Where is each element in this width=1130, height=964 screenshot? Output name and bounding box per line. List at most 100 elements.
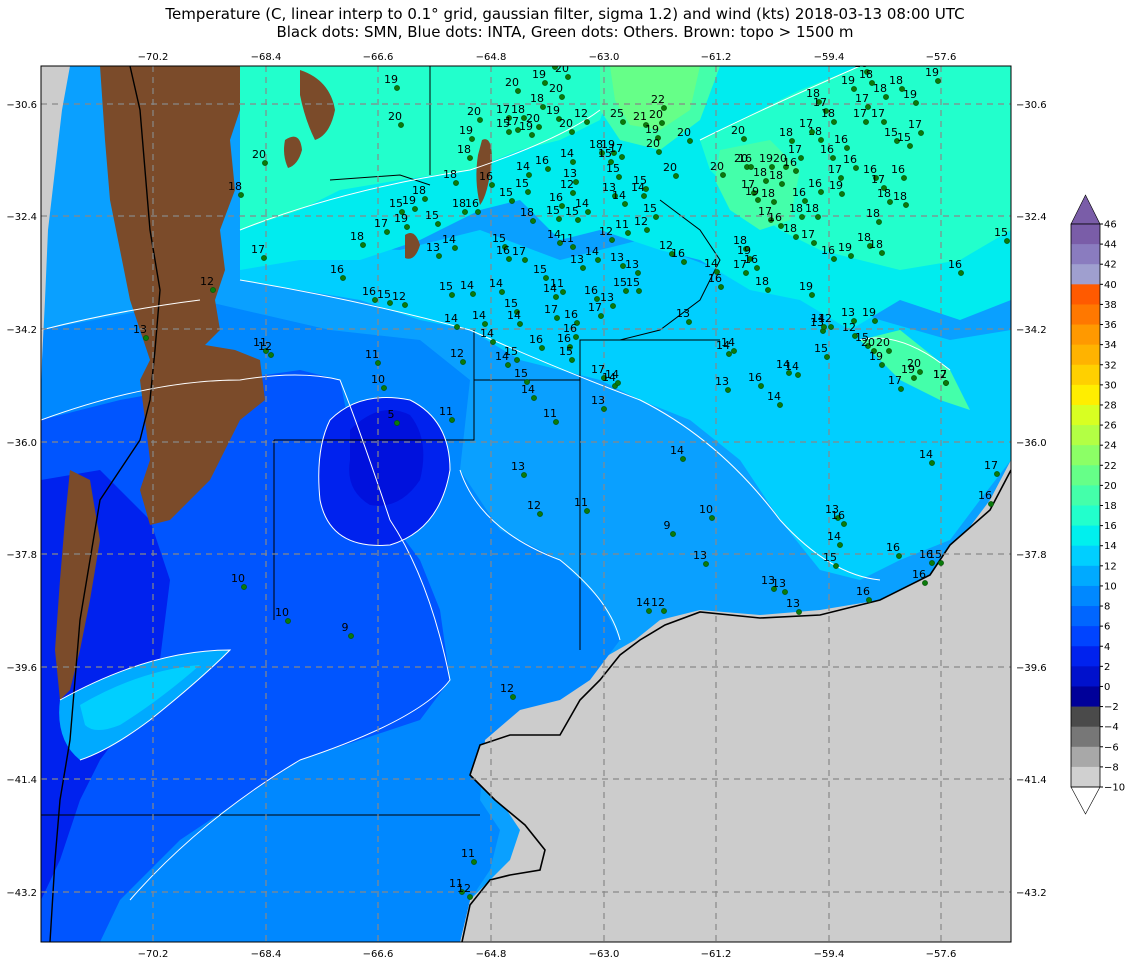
station-temp-label: 15 — [499, 186, 513, 199]
zone-14c — [240, 230, 1011, 580]
station-marker — [575, 217, 581, 223]
station-temp-label: 17 — [788, 143, 802, 156]
colorbar-label: 26 — [1104, 421, 1117, 432]
colorbar-bin — [1071, 264, 1100, 285]
station-temp-label: 19 — [829, 179, 843, 192]
station-marker — [573, 179, 579, 185]
station-temp-label: 12 — [500, 682, 514, 695]
station-marker — [372, 297, 378, 303]
station-marker — [851, 318, 857, 324]
station-temp-label: 19 — [838, 241, 852, 254]
colorbar-bin — [1071, 304, 1100, 326]
station-marker — [687, 138, 693, 144]
station-temp-label: 20 — [649, 108, 663, 121]
station-temp-label: 16 — [549, 191, 563, 204]
lon-tick: −64.8 — [476, 52, 507, 63]
station-temp-label: 18 — [520, 206, 534, 219]
lon-tick: −59.4 — [814, 52, 845, 63]
station-marker — [598, 313, 604, 319]
colorbar-label: −6 — [1104, 742, 1119, 753]
station-marker — [539, 345, 545, 351]
station-temp-label: 16 — [584, 284, 598, 297]
station-temp-label: 14 — [489, 277, 503, 290]
station-marker — [763, 178, 769, 184]
station-marker — [929, 560, 935, 566]
station-marker — [402, 302, 408, 308]
station-marker — [731, 348, 737, 354]
station-temp-label: 16 — [748, 371, 762, 384]
colorbar-bin — [1071, 244, 1100, 265]
station-marker — [210, 287, 216, 293]
station-temp-label: 11 — [550, 277, 564, 290]
station-marker — [510, 694, 516, 700]
station-marker — [833, 563, 839, 569]
colorbar-label: 34 — [1104, 340, 1117, 351]
station-marker — [422, 196, 428, 202]
station-temp-label: 13 — [786, 597, 800, 610]
station-marker — [387, 300, 393, 306]
station-temp-label: 17 — [512, 245, 526, 258]
topo-sierra-3 — [476, 139, 492, 205]
station-temp-label: 17 — [813, 96, 827, 109]
station-temp-label: 16 — [465, 197, 479, 210]
colorbar-bin — [1071, 284, 1100, 305]
colorbar-label: 40 — [1104, 280, 1117, 291]
station-marker — [887, 199, 893, 205]
station-marker — [899, 86, 905, 92]
station-temp-label: 20 — [710, 160, 724, 173]
station-marker — [795, 372, 801, 378]
station-marker — [515, 127, 521, 133]
station-marker — [938, 560, 944, 566]
station-marker — [560, 289, 566, 295]
colorbar-bin — [1071, 445, 1100, 466]
station-marker — [743, 246, 749, 252]
station-marker — [502, 244, 508, 250]
lat-tick: −43.2 — [1016, 888, 1047, 899]
station-marker — [610, 303, 616, 309]
lon-tick: −61.2 — [701, 52, 732, 63]
station-marker — [871, 348, 877, 354]
station-marker — [540, 104, 546, 110]
station-marker — [261, 255, 267, 261]
station-temp-label: 15 — [504, 297, 518, 310]
station-marker — [673, 173, 679, 179]
station-temp-label: 18 — [821, 107, 835, 120]
station-marker — [460, 359, 466, 365]
station-marker — [384, 229, 390, 235]
station-temp-label: 16 — [886, 541, 900, 554]
colorbar-bin — [1071, 585, 1100, 607]
station-marker — [670, 531, 676, 537]
colorbar-label: 4 — [1104, 642, 1110, 653]
station-marker — [918, 130, 924, 136]
station-marker — [623, 288, 629, 294]
station-temp-label: 20 — [731, 124, 745, 137]
station-temp-label: 16 — [330, 263, 344, 276]
station-marker — [831, 256, 837, 262]
station-marker — [853, 165, 859, 171]
zone-22c-north — [610, 66, 700, 130]
colorbar-label: 32 — [1104, 360, 1117, 371]
station-marker — [490, 339, 496, 345]
station-temp-label: 20 — [861, 336, 875, 349]
station-marker — [783, 164, 789, 170]
station-temp-label: 19 — [862, 306, 876, 319]
station-temp-label: 10 — [231, 572, 245, 585]
colorbar-bin — [1071, 706, 1100, 728]
lon-tick: −68.4 — [251, 949, 282, 960]
station-temp-label: 13 — [625, 258, 639, 271]
station-temp-label: 14 — [612, 189, 626, 202]
station-temp-label: 10 — [275, 606, 289, 619]
station-marker — [865, 343, 871, 349]
colorbar-label: 14 — [1104, 541, 1117, 552]
station-temp-label: 14 — [575, 197, 589, 210]
station-marker — [872, 318, 878, 324]
station-marker — [537, 511, 543, 517]
station-temp-label: 13 — [610, 251, 624, 264]
lat-tick: −34.2 — [6, 325, 37, 336]
province-borders — [41, 66, 721, 816]
station-temp-label: 18 — [457, 143, 471, 156]
station-marker — [482, 321, 488, 327]
station-temp-label: 12 — [200, 275, 214, 288]
station-temp-label: 15 — [928, 548, 942, 561]
station-marker — [559, 203, 565, 209]
